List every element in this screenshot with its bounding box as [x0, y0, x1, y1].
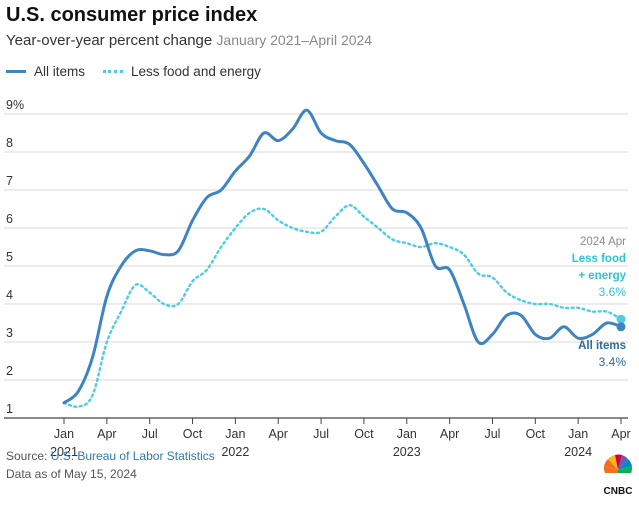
cnbc-peacock-logo: CNBC [604, 454, 633, 497]
end-annotations: 2024 Apr Less food + energy 3.6% All ite… [572, 236, 627, 369]
x-tick-month: Apr [611, 427, 630, 441]
y-tick-label: 4 [6, 288, 13, 302]
annotation-less-value: 3.6% [599, 285, 627, 299]
x-tick-month: Apr [440, 427, 459, 441]
y-tick-label: 9% [6, 98, 24, 112]
x-tick-month: Jan [397, 427, 417, 441]
legend-label-less-food-energy: Less food and energy [131, 64, 261, 79]
x-axis: Jan 2021 Apr Jul Oct Jan 2022 Apr Jul Oct Jan 2023 A… [50, 418, 631, 459]
y-tick-label: 2 [6, 364, 13, 378]
y-tick-label: 5 [6, 250, 13, 264]
legend-item-less-food-energy: Less food and energy [103, 64, 261, 79]
x-tick-year: 2024 [564, 445, 592, 459]
y-tick-label: 7 [6, 174, 13, 188]
source-link[interactable]: U.S. Bureau of Labor Statistics [50, 449, 215, 463]
annotation-less-line2: + energy [578, 270, 626, 282]
annotation-less-line1: Less food [572, 253, 626, 265]
x-tick-month: Jan [54, 427, 74, 441]
y-tick-label: 1 [6, 402, 13, 416]
end-point [616, 314, 626, 324]
x-tick-month: Oct [354, 427, 374, 441]
x-tick-month: Jul [142, 427, 158, 441]
x-tick-year: 2022 [221, 445, 249, 459]
date-range: January 2021–April 2024 [216, 32, 373, 48]
x-tick-month: Apr [269, 427, 288, 441]
x-tick-month: Jan [568, 427, 588, 441]
legend-swatch-less-food-energy [103, 70, 124, 73]
annotation-all-value: 3.4% [599, 355, 627, 369]
x-tick-month: Jul [313, 427, 329, 441]
series-lines [62, 108, 626, 409]
y-tick-label: 3 [6, 326, 13, 340]
legend-swatch-all-items [6, 70, 26, 73]
y-tick-label: 8 [6, 136, 13, 150]
x-tick-month: Oct [183, 427, 203, 441]
legend: All items Less food and energy [6, 64, 279, 79]
annotation-all-label: All items [578, 340, 626, 352]
x-tick-month: Apr [97, 427, 116, 441]
x-tick-month: Oct [526, 427, 546, 441]
x-tick-year: 2021 [50, 445, 78, 459]
chart-title: U.S. consumer price index [6, 4, 258, 26]
x-tick-month: Jan [225, 427, 245, 441]
x-tick-year: 2023 [393, 445, 421, 459]
end-point [616, 322, 626, 332]
source-prefix: Source: [6, 449, 51, 463]
series-line-less-food-energy [62, 204, 623, 409]
legend-label-all-items: All items [34, 64, 86, 79]
subtitle-text: Year-over-year percent change [6, 32, 213, 49]
annotation-date: 2024 Apr [580, 236, 626, 248]
gridlines [4, 113, 628, 419]
x-tick-month: Jul [484, 427, 500, 441]
source-line: Source: U.S. Bureau of Labor Statistics [6, 449, 215, 463]
logo-text: CNBC [604, 486, 633, 497]
y-tick-label: 6 [6, 212, 13, 226]
series-line-all-items [62, 108, 623, 405]
legend-item-all-items: All items [6, 64, 85, 79]
y-axis: 1 2 3 4 5 6 7 8 9% [6, 98, 24, 416]
chart-subtitle: Year-over-year percent change January 20… [6, 32, 372, 49]
data-as-of: Data as of May 15, 2024 [6, 467, 137, 481]
